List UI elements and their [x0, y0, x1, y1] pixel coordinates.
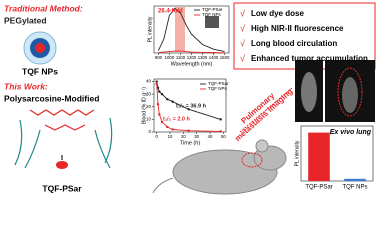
- x-tick-label: 10: [168, 134, 173, 139]
- benefit: High NIR-II fluorescence: [251, 24, 344, 33]
- legend-label: TQF-PSar: [202, 7, 223, 12]
- x-tick-label: 1200: [187, 55, 197, 60]
- y-tick-label: 0: [148, 129, 151, 134]
- inset-image: [205, 16, 219, 28]
- x-tick-label: 20: [181, 134, 186, 139]
- graphical-abstract: Traditional Method: PEGylated TQF NPs Th…: [4, 2, 376, 195]
- legend-label: TQF NPs: [202, 12, 221, 17]
- x-tick-label: 0: [155, 134, 158, 139]
- y-axis-label: PL intensity: [294, 140, 300, 166]
- point: [219, 118, 222, 121]
- method: PEGylated: [4, 15, 47, 25]
- bar: [344, 178, 366, 181]
- label: TQF-PSar: [42, 183, 82, 193]
- point: [166, 97, 169, 101]
- x-tick-label: 1400: [209, 55, 219, 60]
- point: [158, 90, 161, 93]
- molecule: [14, 109, 113, 169]
- point: [166, 125, 169, 129]
- x-tick-label: 30: [194, 134, 199, 139]
- point: [187, 129, 190, 132]
- point: [171, 128, 174, 131]
- plot-frame: [300, 125, 374, 182]
- nanoparticle: [23, 31, 57, 65]
- x-axis-label: Time (h): [180, 140, 200, 146]
- benefit: Low dye dose: [251, 9, 304, 18]
- chart-title: Ex vivo lung: [330, 129, 372, 136]
- point: [158, 113, 161, 116]
- legend-label: TQF-PSar: [208, 81, 229, 86]
- x-tick-label: 50: [221, 134, 226, 139]
- x-tick-label: 1500: [220, 55, 230, 60]
- x-tick-label: 1300: [198, 55, 208, 60]
- x-tick-label: 40: [208, 134, 213, 139]
- point: [219, 130, 222, 133]
- point: [160, 92, 164, 96]
- arrow: [239, 87, 293, 133]
- x-tick-label: TQF-PSar: [305, 185, 332, 191]
- point: [155, 82, 158, 86]
- imaging: [295, 60, 375, 122]
- series-line: [158, 50, 225, 54]
- y-tick-label: 20: [146, 104, 152, 109]
- check: √: [240, 53, 245, 63]
- check: √: [240, 38, 245, 48]
- point: [155, 80, 158, 83]
- point: [187, 108, 190, 111]
- heading: This Work:: [4, 81, 48, 91]
- y-axis-label: Blood (% ID g⁻¹): [141, 87, 147, 124]
- legend-label: TQF NPs: [208, 86, 227, 91]
- check: √: [240, 23, 245, 33]
- heading: Traditional Method:: [4, 3, 83, 13]
- x-tick-label: 1000: [165, 55, 175, 60]
- series-line: [157, 7, 225, 53]
- y-tick-label: 30: [146, 91, 152, 96]
- series-line: [156, 83, 221, 132]
- annotation: 26.4-fold: [158, 9, 183, 15]
- check: √: [240, 8, 245, 18]
- plot-frame: [153, 78, 227, 133]
- method: Polysarcosine-Modified: [4, 93, 99, 103]
- point: [156, 103, 160, 106]
- label: TQF NPs: [22, 66, 58, 76]
- annotation: t₁/₂ = 2.0 h: [163, 116, 191, 122]
- highlight-band: [175, 7, 185, 52]
- benefit: Long blood circulation: [251, 39, 337, 48]
- x-tick-label: 1100: [176, 55, 186, 60]
- point: [160, 120, 164, 124]
- y-tick-label: 10: [146, 117, 152, 122]
- annotation: t₁/₂ = 36.9 h: [176, 103, 207, 109]
- x-axis-label: Wavelength (nm): [171, 61, 213, 67]
- mouse: [152, 139, 287, 195]
- point: [171, 100, 174, 103]
- y-tick-label: 40: [146, 79, 152, 84]
- x-tick-label: 900: [155, 55, 163, 60]
- benefit: Enhanced tumor accumulation: [251, 54, 368, 63]
- bar: [308, 132, 330, 181]
- y-axis-label: PL intensity: [147, 16, 153, 42]
- benefits-box: [233, 2, 376, 70]
- x-tick-label: TQF NPs: [343, 185, 368, 191]
